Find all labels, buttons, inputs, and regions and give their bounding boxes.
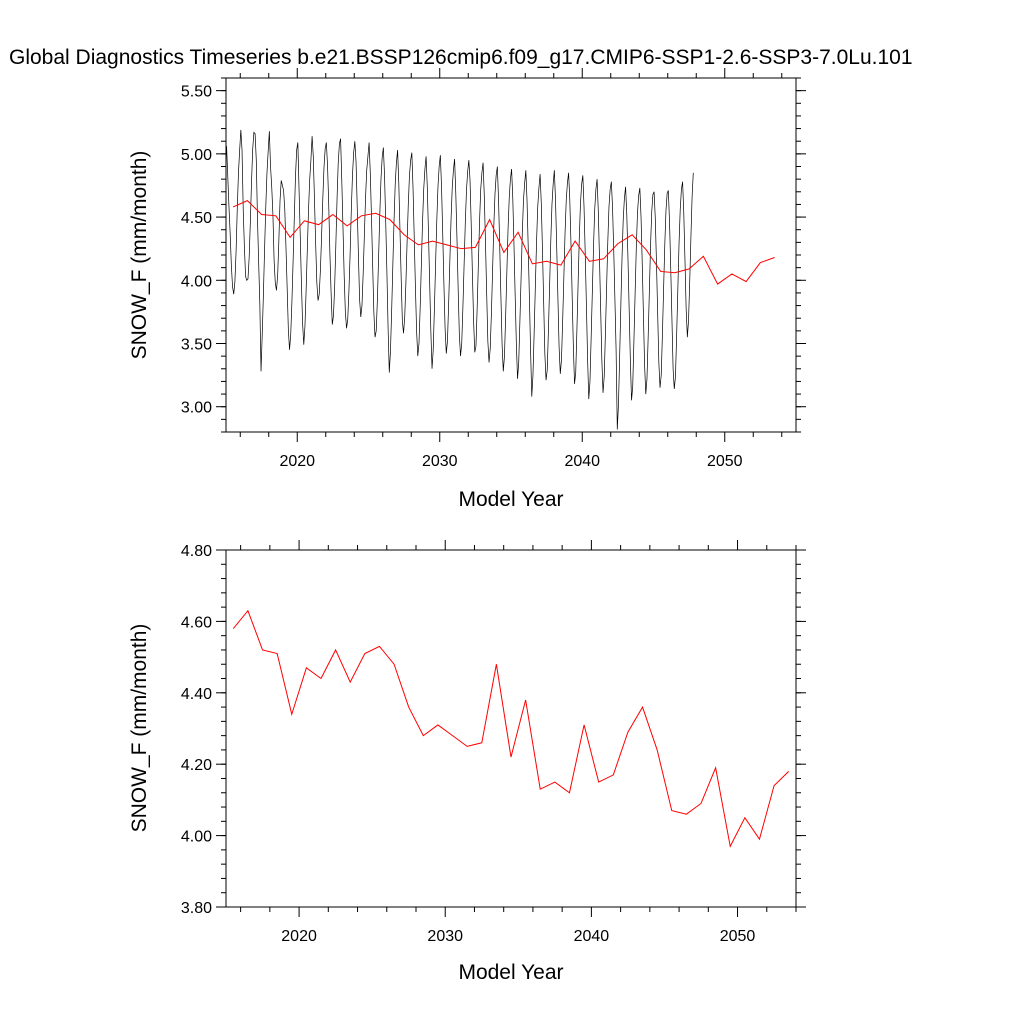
- axis-ticks: [216, 540, 806, 917]
- y-axis-label: SNOW_F (mm/month): [128, 151, 151, 360]
- y-tick-label: 4.80: [181, 543, 212, 560]
- y-tick-label: 3.00: [181, 400, 212, 417]
- y-tick-label: 3.80: [181, 900, 212, 917]
- axis-ticks: [216, 68, 806, 442]
- y-tick-label: 4.00: [181, 829, 212, 846]
- annual-mean-panel: 3.80 4.00 4.20 4.40 4.60 4.80 2020 2030 2040 205…: [128, 540, 806, 984]
- x-axis-label: Model Year: [458, 961, 563, 984]
- y-tick-label: 4.50: [181, 210, 212, 227]
- x-tick-label: 2050: [720, 928, 756, 945]
- y-tick-label: 5.00: [181, 147, 212, 164]
- monthly-series-line: [226, 129, 694, 430]
- x-tick-label: 2020: [281, 928, 317, 945]
- chart-title: Global Diagnostics Timeseries b.e21.BSSP…: [9, 46, 913, 69]
- y-tick-label: 4.40: [181, 686, 212, 703]
- x-tick-label: 2030: [422, 453, 458, 470]
- x-tick-labels: 2020 2030 2040 2050: [281, 928, 755, 945]
- y-axis-label: SNOW_F (mm/month): [128, 624, 151, 833]
- y-tick-labels: 3.00 3.50 4.00 4.50 5.00 5.50: [181, 84, 212, 417]
- x-tick-labels: 2020 2030 2040 2050: [279, 453, 742, 470]
- y-tick-label: 4.20: [181, 757, 212, 774]
- monthly-and-annual-panel: 3.00 3.50 4.00 4.50 5.00 5.50 2020 2030 2040 205…: [128, 68, 806, 511]
- plot-frame: [225, 77, 797, 433]
- x-tick-label: 2020: [279, 453, 315, 470]
- y-tick-labels: 3.80 4.00 4.20 4.40 4.60 4.80: [181, 543, 212, 917]
- series-lines: [232, 609, 790, 848]
- x-axis-label: Model Year: [458, 488, 563, 511]
- annual-mean-series-line: [232, 200, 775, 285]
- y-tick-label: 3.50: [181, 337, 212, 354]
- plot-frame: [225, 549, 797, 908]
- y-tick-label: 4.00: [181, 273, 212, 290]
- annual-mean-series-line: [232, 609, 790, 848]
- y-tick-label: 5.50: [181, 84, 212, 101]
- x-tick-label: 2040: [574, 928, 610, 945]
- x-tick-label: 2050: [707, 453, 743, 470]
- x-tick-label: 2030: [427, 928, 463, 945]
- x-tick-label: 2040: [564, 453, 600, 470]
- series-lines: [226, 129, 775, 430]
- y-tick-label: 4.60: [181, 614, 212, 631]
